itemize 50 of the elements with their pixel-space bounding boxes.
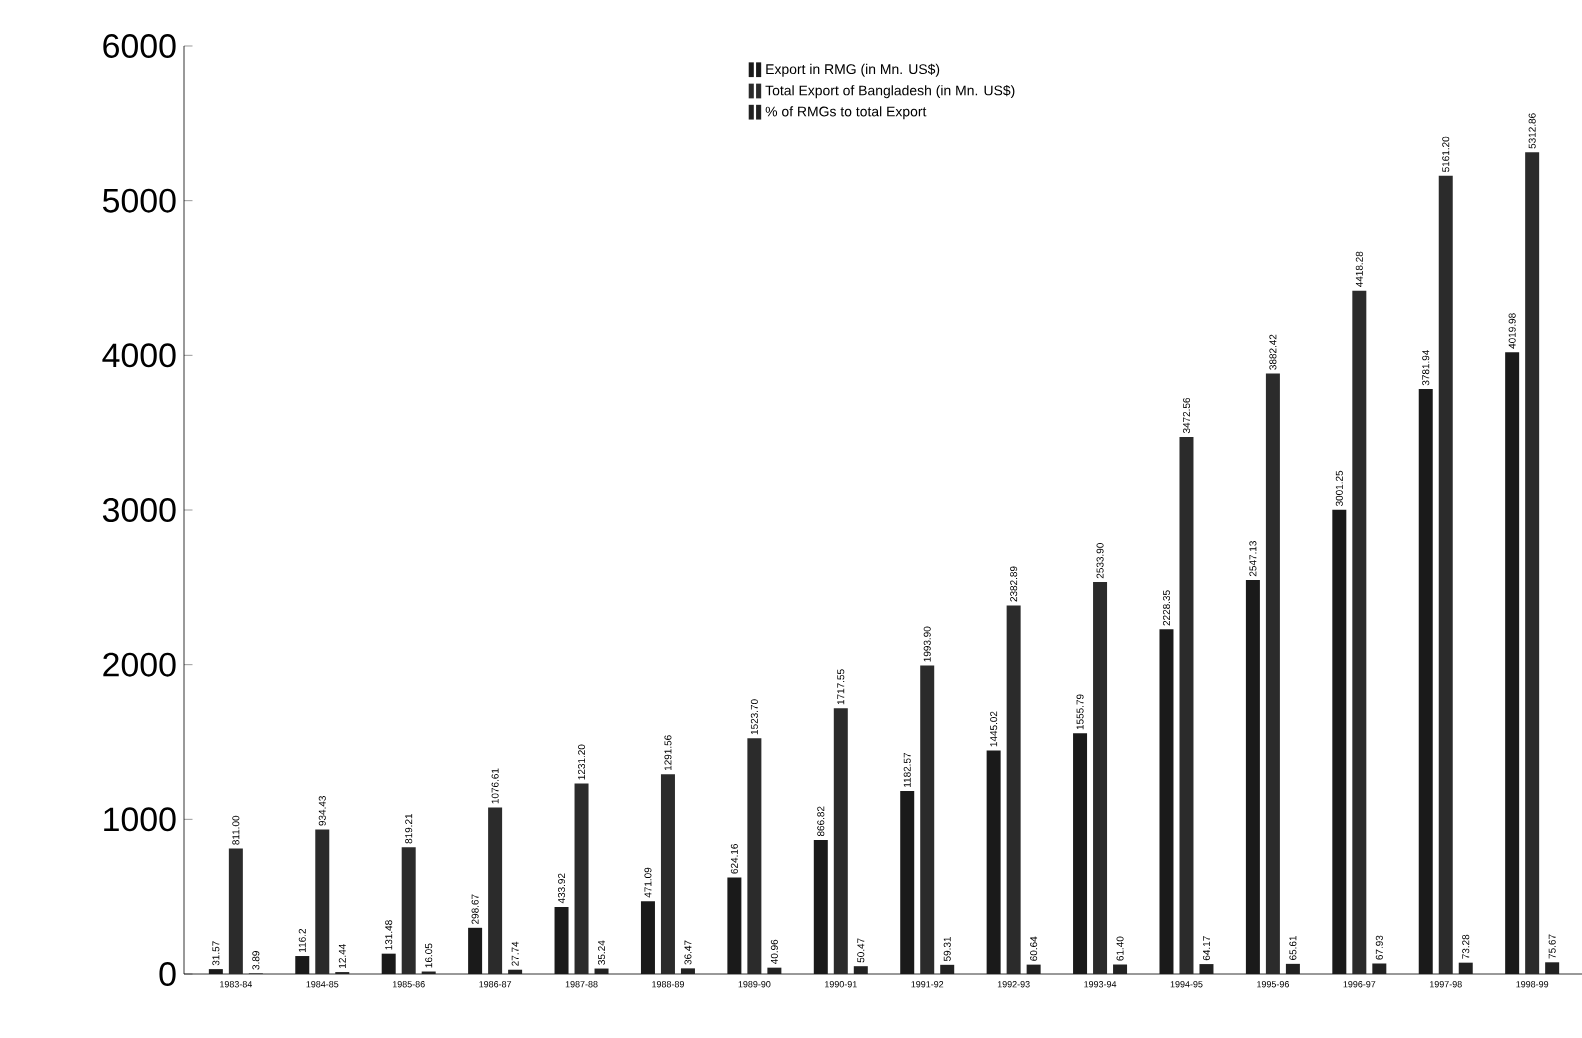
- y-tick-label: 3000: [102, 498, 176, 522]
- bar: [1026, 964, 1041, 974]
- bar: [554, 906, 569, 974]
- bar: [1245, 580, 1260, 974]
- bar: [1159, 629, 1174, 974]
- bar: [1265, 373, 1280, 974]
- bar: [1179, 436, 1194, 974]
- bar: [468, 927, 483, 974]
- bar: [767, 967, 782, 974]
- bar: [574, 783, 589, 974]
- bar: [640, 901, 655, 974]
- bar: [1545, 962, 1560, 974]
- bar: [1418, 389, 1433, 974]
- bar: [1113, 964, 1128, 974]
- bar: [1093, 582, 1108, 974]
- bar: [986, 750, 1001, 974]
- bar: [594, 968, 609, 974]
- y-tick-label: 2000: [103, 652, 176, 677]
- bar: [920, 665, 935, 974]
- bar: [1352, 290, 1367, 974]
- bar: [1073, 733, 1088, 974]
- bar: [401, 847, 416, 974]
- y-tick-label: 0: [159, 962, 176, 986]
- bar: [900, 791, 915, 974]
- bar: [295, 956, 310, 974]
- bar: [315, 829, 330, 974]
- bar: [1372, 963, 1387, 974]
- bar: [1438, 175, 1453, 974]
- y-tick-label: 1000: [104, 807, 176, 832]
- bar: [727, 877, 742, 974]
- bar: [747, 738, 762, 974]
- bar: [488, 807, 503, 974]
- bar: [833, 708, 848, 974]
- bar: [1006, 605, 1021, 974]
- bar: [853, 966, 868, 974]
- bar: [660, 774, 675, 974]
- y-tick-label: 6000: [103, 34, 176, 58]
- bar: [1458, 962, 1473, 974]
- bar: [940, 964, 955, 974]
- bar: [813, 839, 828, 974]
- bar: [228, 848, 243, 974]
- y-tick-label: 4000: [102, 343, 176, 368]
- bar: [1332, 509, 1347, 974]
- bar: [680, 968, 695, 974]
- bar: [1199, 964, 1214, 974]
- bar: [1505, 352, 1520, 974]
- bar: [1525, 152, 1540, 974]
- bar: [381, 953, 396, 974]
- y-tick-label: 5000: [102, 188, 176, 213]
- bar: [1285, 963, 1300, 974]
